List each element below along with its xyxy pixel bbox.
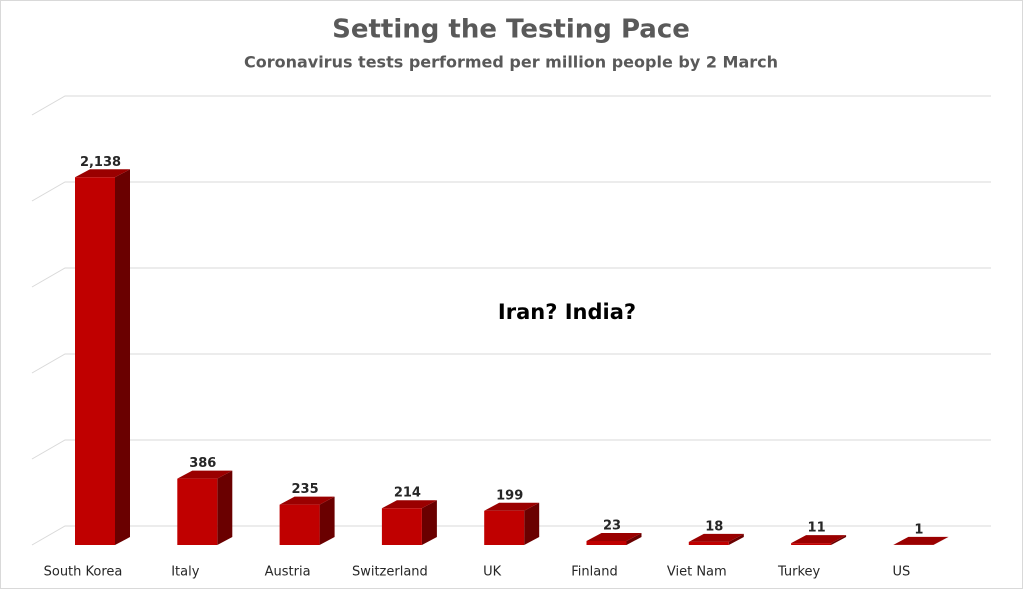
value-label: 386 — [189, 456, 216, 471]
bar-top — [586, 533, 642, 542]
bar — [177, 470, 233, 545]
bar-front — [791, 543, 832, 545]
x-tick-label: US — [893, 565, 911, 580]
value-label: 1 — [914, 522, 923, 537]
grid-line — [31, 525, 991, 546]
bar-top — [688, 533, 744, 542]
bar-side — [319, 496, 335, 545]
bar-top — [177, 470, 233, 479]
bar — [893, 536, 949, 545]
grid-line — [31, 95, 991, 116]
bar-top — [484, 502, 540, 511]
value-label: 2,138 — [80, 155, 121, 170]
bar-front — [586, 541, 627, 545]
x-tick-label: UK — [483, 565, 502, 580]
bar-side — [728, 533, 744, 545]
grid-line — [31, 353, 991, 374]
bar-side — [115, 169, 130, 545]
bar-front — [177, 478, 218, 545]
value-label: 18 — [705, 519, 723, 534]
bar-front — [75, 177, 115, 545]
value-label: 214 — [394, 486, 421, 501]
bar-top — [893, 536, 949, 545]
value-label: 235 — [292, 482, 319, 497]
bar-side — [933, 536, 949, 545]
bar — [791, 535, 847, 545]
value-label: 11 — [808, 521, 826, 536]
bar-side — [831, 535, 847, 545]
bar-front — [484, 510, 525, 545]
bar-front — [279, 504, 320, 545]
x-tick-label: Austria — [265, 565, 311, 580]
bar — [586, 533, 642, 545]
chart-title: Setting the Testing Pace — [332, 15, 690, 45]
bar — [75, 169, 130, 545]
grid-line — [31, 267, 991, 288]
x-tick-label: Viet Nam — [667, 565, 727, 580]
value-label: 23 — [603, 519, 621, 534]
bar-side — [217, 470, 233, 545]
bar-front — [381, 508, 422, 545]
bar-top — [279, 496, 335, 505]
value-label: 199 — [496, 488, 523, 503]
bar-side — [626, 533, 642, 545]
bar-front — [688, 541, 729, 545]
bar-side — [524, 502, 540, 545]
x-tick-label: Finland — [571, 565, 617, 580]
bar-top — [791, 535, 847, 544]
grid-line — [31, 439, 991, 460]
x-tick-label: Switzerland — [352, 565, 428, 580]
bar-top — [381, 500, 437, 509]
x-tick-label: South Korea — [44, 565, 123, 580]
annotation: Iran? India? — [498, 300, 636, 324]
bar-side — [421, 500, 437, 545]
bar — [688, 533, 744, 545]
bar-top — [75, 169, 130, 178]
x-tick-label: Turkey — [777, 565, 821, 580]
grid-line — [31, 181, 991, 202]
x-tick-label: Italy — [171, 565, 200, 580]
bar — [279, 496, 335, 545]
bar — [484, 502, 540, 545]
bar — [381, 500, 437, 545]
chart-subtitle: Coronavirus tests performed per million … — [244, 53, 778, 72]
